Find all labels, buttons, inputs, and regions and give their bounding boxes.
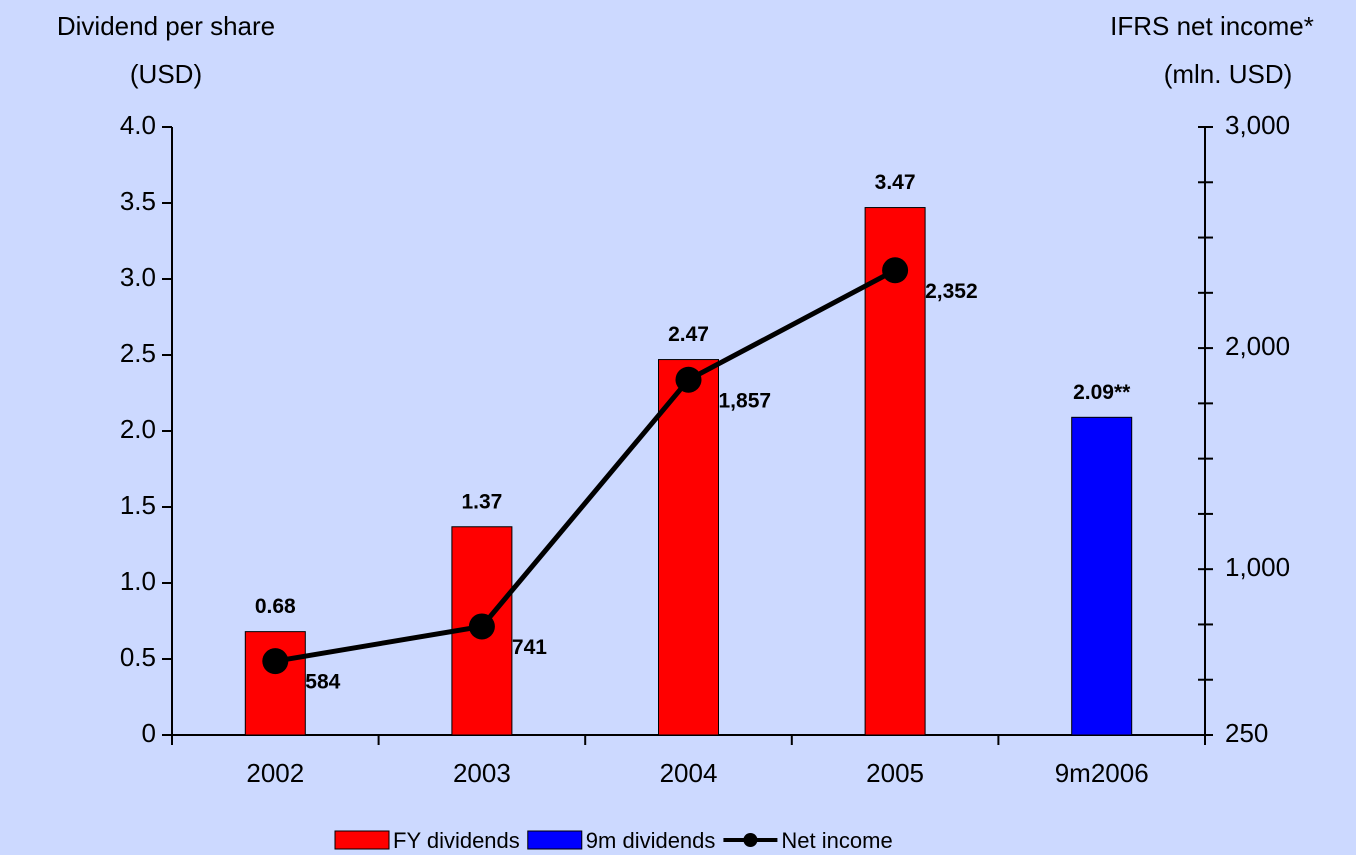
- legend-label: FY dividends: [393, 828, 520, 853]
- line-marker: [262, 648, 289, 675]
- y-tick-label: 0.5: [120, 642, 156, 672]
- data-label: 584: [305, 671, 340, 694]
- line-marker: [675, 366, 702, 393]
- x-tick-label: 2004: [660, 758, 718, 788]
- y2-tick-label: 250: [1225, 718, 1268, 748]
- data-label: 2.47: [668, 323, 709, 346]
- x-tick-label: 9m2006: [1055, 758, 1149, 788]
- legend-label: 9m dividends: [586, 828, 716, 853]
- y-tick-label: 1.0: [120, 566, 156, 596]
- legend-swatch: [527, 830, 583, 850]
- x-tick-label: 2002: [246, 758, 304, 788]
- y2-tick-label: 1,000: [1225, 552, 1290, 582]
- data-label: 1.37: [461, 490, 502, 513]
- y2-tick-label: 3,000: [1225, 110, 1290, 140]
- bar: [658, 359, 719, 736]
- line: [274, 268, 897, 664]
- y-tick-label: 3.5: [120, 186, 156, 216]
- bar: [1071, 416, 1133, 736]
- legend-label: Net income: [781, 828, 892, 853]
- x-tick-label: 2003: [453, 758, 511, 788]
- y-tick-label: 0: [142, 718, 156, 748]
- y-tick-label: 2.0: [120, 414, 156, 444]
- data-label: 741: [512, 636, 547, 659]
- data-label: 2.09**: [1073, 381, 1131, 404]
- data-label: 3.47: [875, 171, 916, 194]
- y-tick-label: 4.0: [120, 110, 156, 140]
- legend-swatch: [743, 833, 758, 847]
- x-tick-label: 2005: [866, 758, 924, 788]
- data-label: 1,857: [719, 389, 772, 412]
- y-tick-label: 1.5: [120, 490, 156, 520]
- legend-swatch: [334, 830, 390, 850]
- bar: [244, 631, 306, 736]
- data-label: 0.68: [255, 595, 296, 618]
- line-marker: [468, 613, 495, 640]
- y-tick-label: 2.5: [120, 338, 156, 368]
- line-marker: [882, 257, 909, 284]
- y2-axis-title: IFRS net income*: [1110, 11, 1314, 41]
- bar: [864, 207, 926, 736]
- y2-axis-title: (mln. USD): [1164, 59, 1293, 89]
- y-tick-label: 3.0: [120, 262, 156, 292]
- data-label: 2,352: [925, 280, 978, 303]
- y2-tick-label: 2,000: [1225, 331, 1290, 361]
- y-axis-title: (USD): [130, 59, 202, 89]
- y-axis-title: Dividend per share: [57, 11, 275, 41]
